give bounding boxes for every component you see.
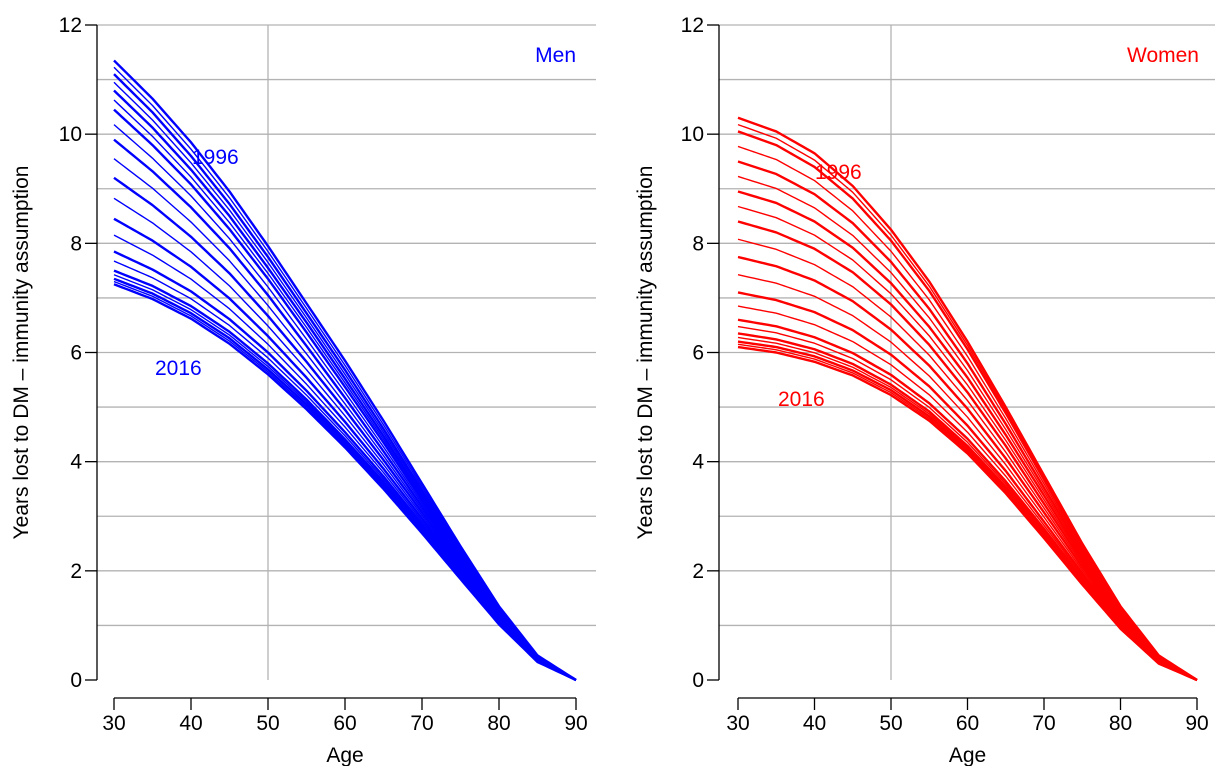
series-line [737, 220, 1198, 682]
series-line [737, 160, 1198, 682]
panel-label: Women [1127, 44, 1199, 67]
y-axis-title: Years lost to DM – immunity assumption [634, 166, 657, 540]
x-tick-label: 90 [1185, 712, 1208, 735]
y-tick-label: 10 [681, 123, 704, 146]
y-tick-label: 6 [692, 342, 704, 365]
x-tick-label: 60 [956, 712, 979, 735]
y-tick-label: 12 [681, 14, 704, 37]
x-tick-label: 30 [726, 712, 749, 735]
y-tick-label: 2 [692, 560, 704, 583]
x-tick-label: 50 [879, 712, 902, 735]
y-tick-label: 0 [70, 669, 82, 692]
y-tick-label: 4 [70, 451, 82, 474]
series-start-year-label: 1996 [815, 161, 862, 184]
y-tick-label: 12 [59, 14, 82, 37]
x-tick-label: 30 [102, 712, 125, 735]
x-tick-label: 50 [256, 712, 279, 735]
x-axis-title: Age [949, 744, 986, 766]
series-line [113, 124, 577, 681]
series-line [113, 59, 577, 682]
x-tick-label: 80 [487, 712, 510, 735]
series-line [113, 176, 577, 682]
series-line [113, 158, 577, 681]
series-line [737, 291, 1198, 682]
series-line [737, 130, 1198, 682]
series-line [737, 145, 1198, 681]
y-tick-label: 2 [70, 560, 82, 583]
chart-panel-men: 0 2 4 6 8 10 12 30 40 50 60 70 80 90 Age Years lost to … [10, 14, 596, 766]
y-tick-label: 4 [692, 451, 704, 474]
x-tick-label: 90 [564, 712, 587, 735]
x-tick-label: 40 [179, 712, 202, 735]
y-tick-label: 8 [70, 232, 82, 255]
x-tick-label: 70 [410, 712, 433, 735]
series-line [113, 81, 577, 681]
series-end-year-label: 2016 [155, 357, 202, 380]
x-tick-label: 40 [803, 712, 826, 735]
y-axis-title: Years lost to DM – immunity assumption [10, 166, 33, 540]
series-line [113, 283, 577, 682]
series-line [113, 108, 577, 682]
series-start-year-label: 1996 [192, 146, 239, 169]
y-tick-label: 0 [692, 669, 704, 692]
panel-label: Men [535, 44, 576, 67]
series-line [737, 175, 1198, 681]
y-tick-label: 6 [70, 342, 82, 365]
series-line [737, 255, 1198, 682]
x-tick-label: 80 [1109, 712, 1132, 735]
series-end-year-label: 2016 [778, 388, 825, 411]
series-line [737, 345, 1198, 682]
x-tick-label: 70 [1032, 712, 1055, 735]
series-line [113, 99, 577, 681]
y-tick-label: 8 [692, 232, 704, 255]
chart-panel-women: 0 2 4 6 8 10 12 30 40 50 60 70 80 90 Age Years lost to … [634, 14, 1215, 766]
series-line [737, 190, 1198, 682]
series-line [737, 238, 1198, 681]
x-axis-title: Age [326, 744, 363, 766]
y-tick-label: 10 [59, 123, 82, 146]
x-tick-label: 60 [333, 712, 356, 735]
